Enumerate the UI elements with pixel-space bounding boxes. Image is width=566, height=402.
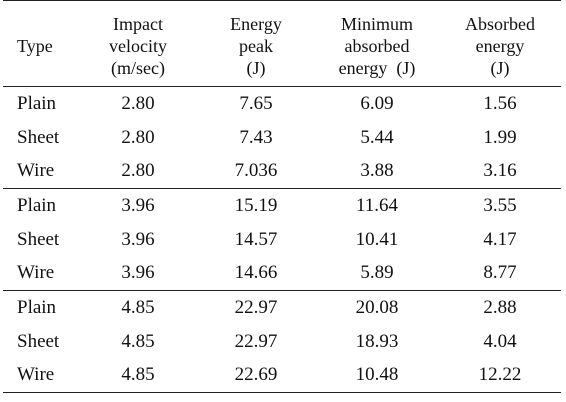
table-row: Wire 2.80 7.036 3.88 3.16 bbox=[3, 155, 561, 189]
cell-absorbed-energy: 4.04 bbox=[483, 330, 517, 352]
cell-impact-velocity: 3.96 bbox=[121, 262, 155, 284]
cell-energy-peak: 7.036 bbox=[234, 160, 278, 182]
cell-type: Plain bbox=[17, 92, 57, 114]
cell-minimum-absorbed-energy: 18.93 bbox=[355, 330, 399, 352]
cell-minimum-absorbed-energy: 5.44 bbox=[360, 126, 394, 148]
cell-absorbed-energy: 4.17 bbox=[483, 228, 517, 250]
cell-type: Plain bbox=[3, 188, 79, 223]
cell-type: Plain bbox=[3, 290, 79, 325]
cell-type: Sheet bbox=[17, 126, 60, 148]
cell-impact-velocity: 4.85 bbox=[79, 358, 197, 393]
cell-impact-velocity: 3.96 bbox=[79, 188, 197, 223]
cell-type: Wire bbox=[3, 358, 79, 393]
impact-energy-table: Type Impact velocity (m/sec) Energy peak… bbox=[3, 0, 561, 393]
header-line: (J) bbox=[490, 58, 510, 78]
table-row: Sheet 3.96 14.57 10.41 4.17 bbox=[3, 223, 561, 257]
header-line: energy (J) bbox=[338, 58, 416, 78]
cell-absorbed-energy: 3.16 bbox=[483, 160, 517, 182]
cell-type: Wire bbox=[17, 262, 55, 284]
table-row: Plain 4.85 22.97 20.08 2.88 bbox=[3, 290, 561, 325]
cell-energy-peak: 14.66 bbox=[234, 262, 278, 284]
header-minimum-absorbed-energy: Minimum absorbed energy (J) bbox=[315, 0, 439, 87]
header-line: absorbed bbox=[344, 36, 410, 56]
cell-energy-peak: 7.43 bbox=[239, 126, 273, 148]
header-line: (J) bbox=[246, 58, 266, 78]
cell-impact-velocity: 4.85 bbox=[79, 290, 197, 325]
row-group-3: Plain 4.85 22.97 20.08 2.88 Sheet 4.85 2… bbox=[3, 290, 561, 393]
cell-absorbed-energy: 12.22 bbox=[439, 358, 561, 393]
cell-impact-velocity: 2.80 bbox=[121, 92, 155, 114]
cell-impact-velocity: 4.85 bbox=[121, 330, 155, 352]
cell-minimum-absorbed-energy: 10.48 bbox=[315, 358, 439, 393]
table-row: Sheet 4.85 22.97 18.93 4.04 bbox=[3, 325, 561, 359]
cell-minimum-absorbed-energy: 20.08 bbox=[315, 290, 439, 325]
cell-energy-peak: 15.19 bbox=[197, 188, 315, 223]
cell-impact-velocity: 2.80 bbox=[121, 160, 155, 182]
cell-absorbed-energy: 1.99 bbox=[483, 126, 517, 148]
cell-minimum-absorbed-energy: 5.89 bbox=[360, 262, 394, 284]
cell-energy-peak: 7.65 bbox=[239, 92, 273, 114]
table-row: Plain 2.80 7.65 6.09 1.56 bbox=[3, 87, 561, 121]
cell-type: Sheet bbox=[17, 330, 60, 352]
header-line: Minimum bbox=[340, 14, 413, 34]
cell-absorbed-energy: 2.88 bbox=[439, 290, 561, 325]
header-absorbed-energy: Absorbed energy (J) bbox=[439, 0, 561, 87]
table-header: Type Impact velocity (m/sec) Energy peak… bbox=[3, 0, 561, 87]
header-line: velocity bbox=[109, 36, 167, 56]
cell-minimum-absorbed-energy: 3.88 bbox=[360, 160, 394, 182]
header-line: energy bbox=[475, 36, 525, 56]
cell-energy-peak: 22.97 bbox=[234, 330, 278, 352]
cell-type: Wire bbox=[17, 160, 55, 182]
table-row: Wire 3.96 14.66 5.89 8.77 bbox=[3, 257, 561, 291]
cell-minimum-absorbed-energy: 10.41 bbox=[355, 228, 399, 250]
cell-absorbed-energy: 1.56 bbox=[483, 92, 517, 114]
cell-absorbed-energy: 3.55 bbox=[439, 188, 561, 223]
header-line: (m/sec) bbox=[111, 58, 165, 78]
row-group-1: Plain 2.80 7.65 6.09 1.56 Sheet 2.80 7.4… bbox=[3, 87, 561, 189]
cell-absorbed-energy: 8.77 bbox=[483, 262, 517, 284]
table-row: Sheet 2.80 7.43 5.44 1.99 bbox=[3, 121, 561, 155]
header-type: Type bbox=[3, 0, 79, 87]
table-row: Plain 3.96 15.19 11.64 3.55 bbox=[3, 188, 561, 223]
header-impact-velocity: Impact velocity (m/sec) bbox=[79, 0, 197, 87]
row-group-2: Plain 3.96 15.19 11.64 3.55 Sheet 3.96 1… bbox=[3, 188, 561, 291]
header-line: Energy bbox=[230, 14, 282, 34]
cell-impact-velocity: 3.96 bbox=[121, 228, 155, 250]
cell-energy-peak: 22.69 bbox=[197, 358, 315, 393]
cell-energy-peak: 14.57 bbox=[234, 228, 278, 250]
cell-minimum-absorbed-energy: 11.64 bbox=[315, 188, 439, 223]
header-line: Impact bbox=[113, 14, 163, 34]
cell-minimum-absorbed-energy: 6.09 bbox=[360, 92, 394, 114]
cell-impact-velocity: 2.80 bbox=[121, 126, 155, 148]
header-row: Type Impact velocity (m/sec) Energy peak… bbox=[3, 0, 561, 87]
cell-energy-peak: 22.97 bbox=[197, 290, 315, 325]
header-line: peak bbox=[239, 36, 273, 56]
header-type-line: Type bbox=[17, 36, 53, 56]
header-line: Absorbed bbox=[465, 14, 535, 34]
cell-type: Sheet bbox=[17, 228, 60, 250]
table-row: Wire 4.85 22.69 10.48 12.22 bbox=[3, 358, 561, 393]
header-energy-peak: Energy peak (J) bbox=[197, 0, 315, 87]
